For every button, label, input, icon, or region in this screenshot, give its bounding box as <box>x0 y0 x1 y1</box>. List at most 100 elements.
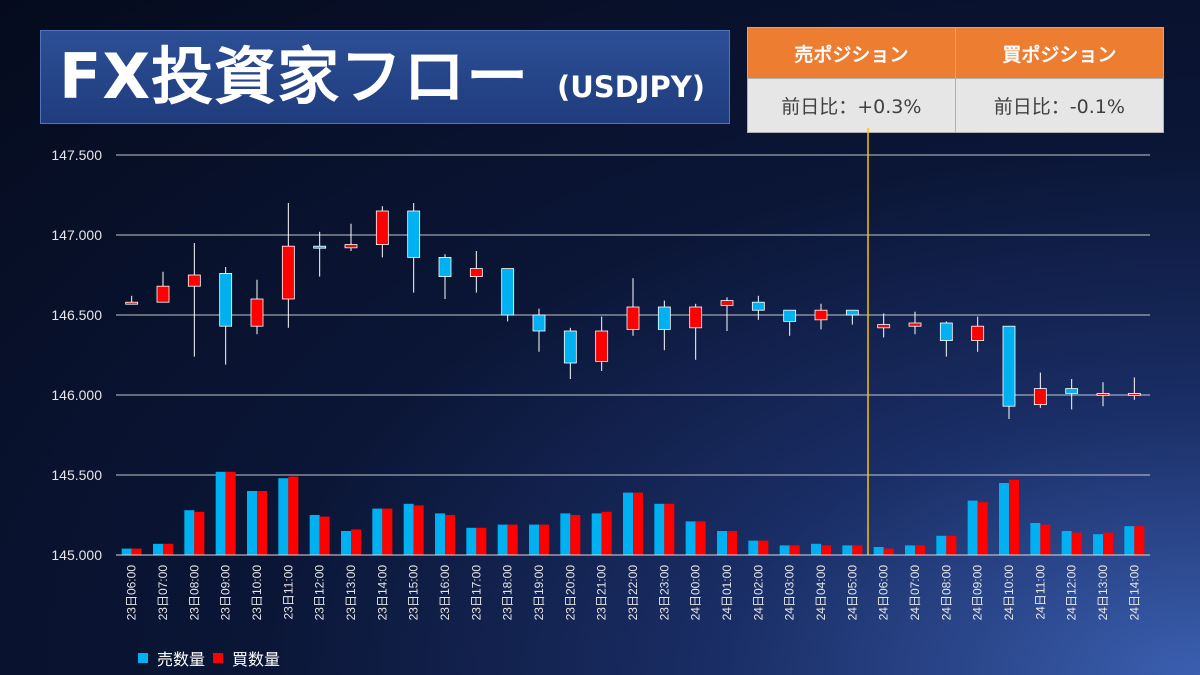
x-tick-label: 23日09:00 <box>219 565 233 621</box>
sell-volume-bar <box>842 545 853 555</box>
buy-volume-bar <box>821 545 831 555</box>
sell-volume-bar <box>435 513 445 555</box>
x-tick-label: 23日12:00 <box>313 565 327 621</box>
sell-volume-bar <box>247 491 257 555</box>
candle <box>845 309 859 325</box>
buy-volume-bar <box>695 521 706 555</box>
candle-body <box>877 324 891 329</box>
sell-volume-bar <box>1061 531 1072 555</box>
candle <box>877 313 891 338</box>
candle <box>156 271 170 303</box>
sell-volume-bar <box>936 535 947 555</box>
x-tick-label: 23日14:00 <box>375 565 389 621</box>
candle-body <box>595 330 609 362</box>
x-tick-label: 24日10:00 <box>1002 565 1016 621</box>
x-tick-label: 24日14:00 <box>1127 565 1141 621</box>
x-axis: 23日06:00 23日07:00 23日08:00 23日09:00 23日10:00… <box>116 554 1150 621</box>
sell-volume-bar <box>560 513 571 555</box>
title-banner: FX投資家フロー (USDJPY) <box>40 30 730 124</box>
legend: 売数量 買数量 <box>138 646 280 670</box>
candle <box>125 295 139 305</box>
candle-body <box>971 325 985 342</box>
candle-body <box>908 322 922 327</box>
candle-body <box>438 256 452 277</box>
candle <box>250 279 264 335</box>
candle <box>438 254 452 299</box>
buy-volume-bar <box>1103 532 1113 555</box>
candle <box>971 316 985 352</box>
sell-volume-bar <box>466 527 477 555</box>
candle <box>344 223 358 251</box>
buy-volume-bar <box>194 511 205 555</box>
candle-body <box>156 285 170 303</box>
volume-bars <box>121 471 1145 555</box>
buy-volume-bar <box>539 524 549 555</box>
candle-body <box>657 306 671 330</box>
x-tick-label: 23日13:00 <box>344 565 358 621</box>
candle-body <box>814 309 828 321</box>
candle <box>814 303 828 330</box>
sell-volume-bar <box>623 492 633 555</box>
buy-position-header: 買ポジション <box>954 27 1165 79</box>
legend-label-buy: 買数量 <box>232 650 281 669</box>
buy-volume-bar <box>351 529 361 555</box>
sell-volume-bar <box>591 513 602 555</box>
candle-body <box>187 274 201 287</box>
buy-volume-bar <box>727 531 737 555</box>
legend-label-sell: 売数量 <box>157 650 206 669</box>
y-tick-label: 147.500 <box>51 147 102 163</box>
candle-body <box>1002 325 1016 407</box>
candle <box>219 267 233 365</box>
sell-volume-bar <box>811 543 821 555</box>
buy-volume-bar <box>664 503 675 555</box>
candle-body <box>344 244 358 249</box>
x-tick-label: 24日05:00 <box>845 565 859 621</box>
x-tick-label: 24日04:00 <box>814 565 828 621</box>
x-tick-label: 23日18:00 <box>501 565 515 621</box>
y-tick-label: 146.500 <box>51 307 102 323</box>
candle-body <box>125 301 139 305</box>
buy-volume-bar <box>131 548 142 555</box>
candle-body <box>751 301 765 311</box>
currency-pair: (USDJPY) <box>557 70 706 104</box>
buy-volume-bar <box>1134 526 1145 555</box>
buy-volume-bar <box>946 535 957 555</box>
buy-volume-bar <box>163 543 173 555</box>
buy-volume-bar <box>507 524 518 555</box>
candle <box>1065 379 1079 410</box>
sell-volume-bar <box>372 508 383 555</box>
buy-position-change: 前日比：-0.1% <box>954 78 1165 133</box>
sell-position-header: 売ポジション <box>747 27 956 79</box>
candle-body <box>563 330 577 364</box>
sell-volume-bar <box>685 521 696 555</box>
sell-volume-bar <box>497 524 508 555</box>
candle <box>626 278 640 336</box>
x-tick-label: 24日09:00 <box>971 565 985 621</box>
candle <box>501 268 515 322</box>
candle-body <box>845 309 859 316</box>
x-tick-label: 23日08:00 <box>187 565 201 621</box>
buy-volume-bar <box>1071 532 1082 555</box>
buy-volume-bar <box>476 527 487 555</box>
y-tick-label: 146.000 <box>51 387 102 403</box>
sell-volume-bar <box>1030 523 1041 555</box>
sell-volume-bar <box>121 548 132 555</box>
buy-volume-bar <box>319 516 330 555</box>
x-tick-label: 24日12:00 <box>1065 565 1079 621</box>
candle <box>1002 325 1016 419</box>
buy-volume-bar <box>852 545 863 555</box>
x-tick-label: 23日21:00 <box>595 565 609 621</box>
sell-volume-bar <box>341 531 351 555</box>
candle-body <box>1065 388 1079 394</box>
sell-position-change: 前日比：+0.3% <box>747 78 956 133</box>
candle <box>1096 382 1110 407</box>
candles <box>125 203 1141 419</box>
buy-volume-bar <box>758 540 769 555</box>
buy-volume-bar <box>413 505 424 555</box>
sell-volume-bar <box>717 531 727 555</box>
x-tick-label: 23日10:00 <box>250 565 264 621</box>
x-tick-label: 24日13:00 <box>1096 565 1110 621</box>
legend-swatch-buy <box>213 653 224 663</box>
candle <box>407 203 421 293</box>
x-tick-label: 24日11:00 <box>1033 565 1047 620</box>
